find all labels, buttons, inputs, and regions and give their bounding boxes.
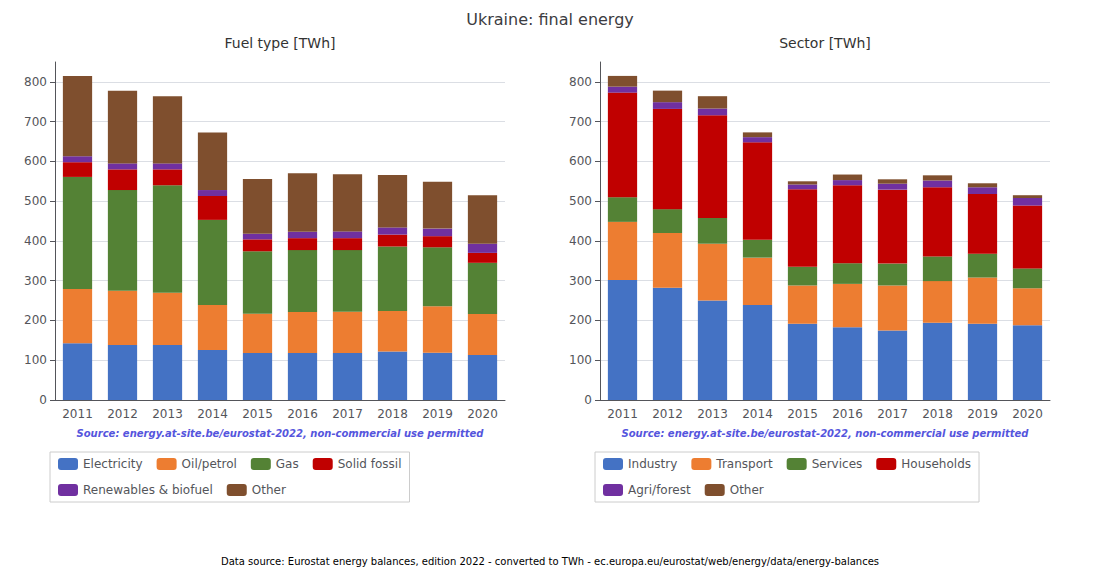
svg-text:200: 200 xyxy=(569,313,592,327)
svg-text:Households: Households xyxy=(901,457,971,471)
svg-text:2020: 2020 xyxy=(1012,407,1043,421)
svg-text:2016: 2016 xyxy=(287,407,318,421)
svg-text:Gas: Gas xyxy=(276,457,299,471)
svg-text:700: 700 xyxy=(24,115,47,129)
svg-text:2012: 2012 xyxy=(652,407,683,421)
svg-text:Transport: Transport xyxy=(715,457,773,471)
svg-text:2018: 2018 xyxy=(922,407,953,421)
svg-text:700: 700 xyxy=(569,115,592,129)
svg-text:2016: 2016 xyxy=(832,407,863,421)
svg-text:0: 0 xyxy=(584,393,592,407)
svg-text:100: 100 xyxy=(24,353,47,367)
svg-text:Ukraine: final energy: Ukraine: final energy xyxy=(466,10,634,29)
svg-text:2015: 2015 xyxy=(242,407,273,421)
svg-text:Source: energy.at-site.be/euro: Source: energy.at-site.be/eurostat-2022,… xyxy=(77,428,485,439)
svg-text:Fuel type [TWh]: Fuel type [TWh] xyxy=(224,35,335,51)
svg-text:Renewables & biofuel: Renewables & biofuel xyxy=(83,483,213,497)
svg-text:2013: 2013 xyxy=(697,407,728,421)
svg-text:2017: 2017 xyxy=(877,407,908,421)
svg-text:0: 0 xyxy=(39,393,47,407)
svg-text:2018: 2018 xyxy=(377,407,408,421)
svg-text:800: 800 xyxy=(24,75,47,89)
svg-text:300: 300 xyxy=(569,274,592,288)
svg-text:Other: Other xyxy=(730,483,764,497)
svg-text:2015: 2015 xyxy=(787,407,818,421)
svg-text:500: 500 xyxy=(569,194,592,208)
svg-text:2014: 2014 xyxy=(197,407,228,421)
svg-text:2011: 2011 xyxy=(607,407,638,421)
svg-text:Other: Other xyxy=(252,483,286,497)
svg-text:Data source: Eurostat energy b: Data source: Eurostat energy balances, e… xyxy=(221,556,879,567)
svg-text:100: 100 xyxy=(569,353,592,367)
svg-text:Sector [TWh]: Sector [TWh] xyxy=(779,35,871,51)
svg-text:Services: Services xyxy=(812,457,863,471)
svg-text:600: 600 xyxy=(569,154,592,168)
svg-text:2011: 2011 xyxy=(62,407,93,421)
svg-text:500: 500 xyxy=(24,194,47,208)
svg-text:Electricity: Electricity xyxy=(83,457,143,471)
svg-text:Oil/petrol: Oil/petrol xyxy=(182,457,237,471)
svg-text:Source: energy.at-site.be/euro: Source: energy.at-site.be/eurostat-2022,… xyxy=(622,428,1030,439)
svg-text:2019: 2019 xyxy=(967,407,998,421)
svg-text:Industry: Industry xyxy=(628,457,677,471)
svg-text:2020: 2020 xyxy=(467,407,498,421)
svg-text:2019: 2019 xyxy=(422,407,453,421)
svg-text:2013: 2013 xyxy=(152,407,183,421)
svg-text:Agri/forest: Agri/forest xyxy=(628,483,691,497)
svg-text:2012: 2012 xyxy=(107,407,138,421)
svg-text:400: 400 xyxy=(24,234,47,248)
svg-text:400: 400 xyxy=(569,234,592,248)
svg-text:800: 800 xyxy=(569,75,592,89)
svg-text:300: 300 xyxy=(24,274,47,288)
svg-text:600: 600 xyxy=(24,154,47,168)
svg-text:200: 200 xyxy=(24,313,47,327)
svg-text:Solid fossil: Solid fossil xyxy=(338,457,402,471)
svg-text:2014: 2014 xyxy=(742,407,773,421)
svg-text:2017: 2017 xyxy=(332,407,363,421)
